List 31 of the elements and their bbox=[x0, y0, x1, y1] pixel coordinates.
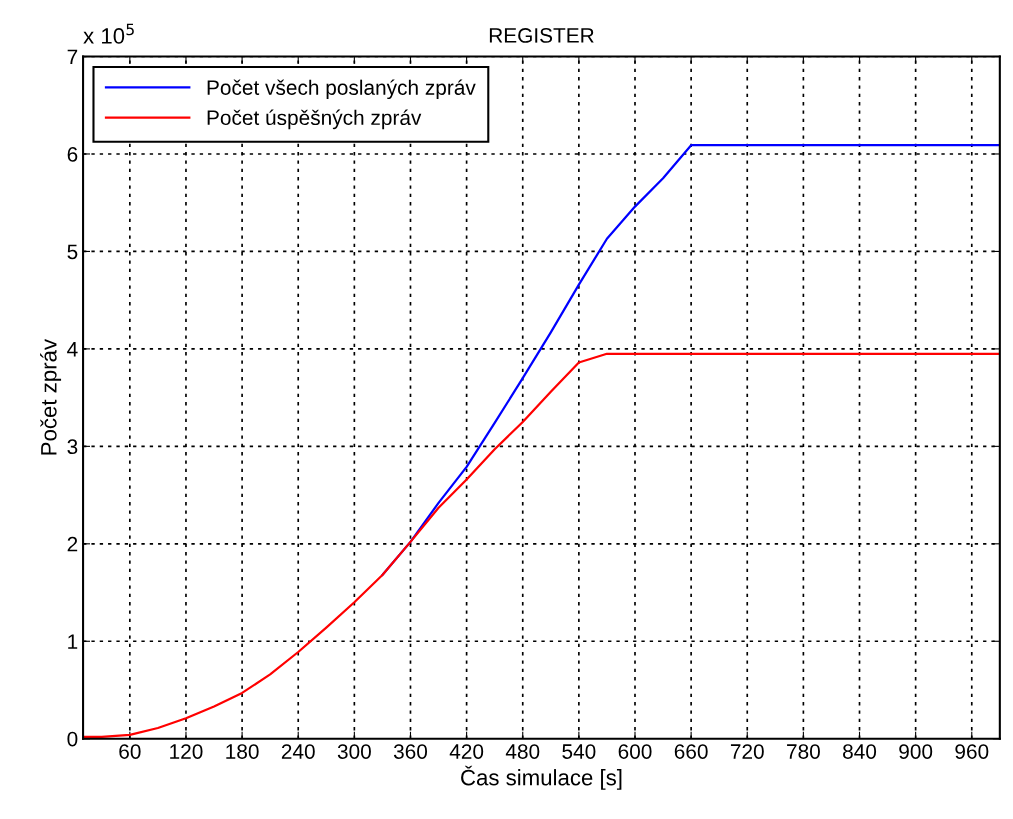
x-tick-label: 840 bbox=[843, 744, 877, 759]
x-tick-label: 480 bbox=[505, 744, 540, 759]
chart-title: REGISTER bbox=[489, 28, 594, 43]
x-tick-label: 360 bbox=[393, 744, 428, 759]
y-tick-label: 4 bbox=[67, 342, 78, 357]
x-tick-label: 660 bbox=[674, 744, 708, 759]
x-tick-label: 60 bbox=[119, 744, 141, 759]
y-tick-label: 1 bbox=[68, 634, 78, 649]
y-axis-title: Počet zpráv bbox=[40, 339, 62, 455]
x-tick-label: 960 bbox=[955, 744, 989, 759]
y-tick-label: 6 bbox=[67, 146, 78, 162]
x-tick-label: 780 bbox=[787, 744, 820, 759]
x-tick-label: 300 bbox=[337, 744, 371, 759]
x-tick-label: 120 bbox=[170, 744, 203, 759]
y-tick-label: 2 bbox=[67, 536, 78, 552]
y-tick-label: 3 bbox=[67, 439, 78, 455]
x-tick-label: 420 bbox=[449, 744, 484, 759]
x-tick-label: 240 bbox=[281, 744, 315, 759]
x-tick-label: 600 bbox=[618, 744, 652, 759]
line-series bbox=[381, 144, 1000, 577]
y-tick-label: 7 bbox=[67, 49, 78, 65]
x-tick-label: 720 bbox=[730, 744, 764, 759]
text: x 10$^{5}$ bbox=[83, 23, 134, 44]
x-axis-title: Čas simulace [s] bbox=[461, 765, 622, 790]
legend-label: Počet úspěšných zpráv bbox=[207, 109, 422, 130]
x-tick-label: 180 bbox=[226, 744, 259, 759]
x-tick-label: 900 bbox=[899, 744, 933, 759]
y-tick-label: 0 bbox=[67, 731, 78, 747]
legend-label: Počet všech poslaných zpráv bbox=[207, 79, 476, 100]
y-tick-label: 5 bbox=[67, 244, 78, 260]
x-tick-label: 540 bbox=[562, 744, 596, 759]
